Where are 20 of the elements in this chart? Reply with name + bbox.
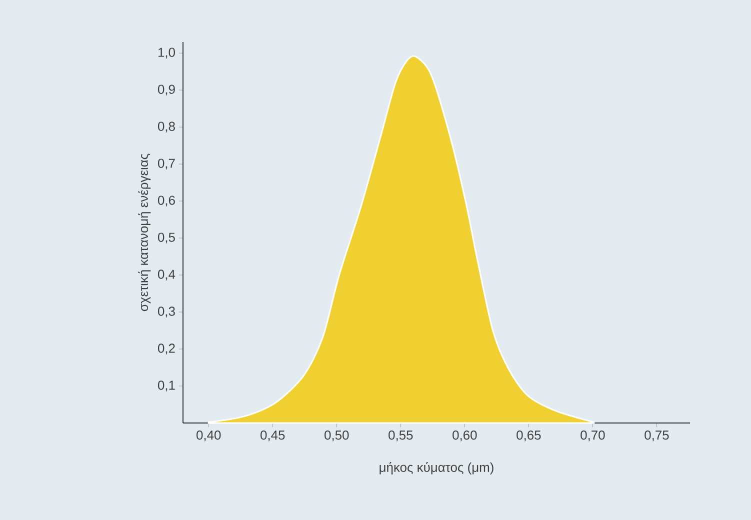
y-tick-label: 0,7 bbox=[158, 158, 175, 170]
x-tick-label: 0,70 bbox=[580, 430, 605, 442]
y-tick-label: 0,5 bbox=[158, 232, 175, 244]
y-axis-title: σχετική κατανομή ενέργειας bbox=[138, 154, 151, 312]
x-tick-label: 0,40 bbox=[196, 430, 221, 442]
y-tick-label: 0,1 bbox=[158, 380, 175, 392]
x-tick-label: 0,75 bbox=[644, 430, 669, 442]
x-tick-label: 0,65 bbox=[516, 430, 541, 442]
x-tick-label: 0,45 bbox=[260, 430, 285, 442]
y-tick-label: 0,3 bbox=[158, 306, 175, 318]
y-tick-label: 0,8 bbox=[158, 122, 175, 132]
y-tick-label: 0,2 bbox=[158, 344, 175, 354]
x-tick-label: 0,55 bbox=[388, 430, 413, 442]
x-tick-label: 0,50 bbox=[324, 430, 349, 442]
y-tick-label: 1,0 bbox=[158, 48, 175, 58]
y-tick-label: 0,4 bbox=[158, 270, 176, 280]
y-tick-label: 0,9 bbox=[158, 84, 175, 96]
y-tick-label: 0,6 bbox=[158, 196, 175, 206]
x-axis-title: μήκος κύματος (μm) bbox=[380, 462, 494, 475]
x-tick-label: 0,60 bbox=[452, 430, 477, 442]
